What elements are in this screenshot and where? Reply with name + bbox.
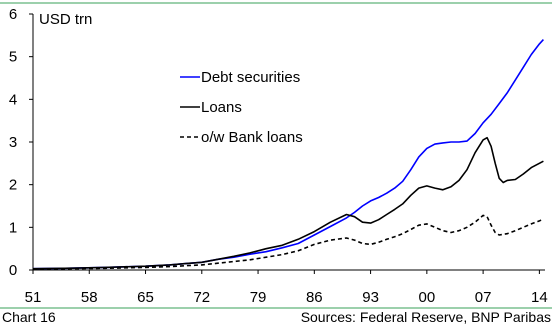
y-tick-label: 3 [9, 134, 17, 151]
chart-sources: Sources: Federal Reserve, BNP Paribas [301, 309, 551, 325]
legend: Debt securities Loans o/w Bank loans [180, 69, 303, 146]
legend-label-0: Debt securities [201, 69, 300, 86]
y-tick-label: 0 [9, 262, 17, 279]
legend-label-2: o/w Bank loans [201, 129, 303, 146]
x-tick-label: 86 [306, 289, 323, 306]
x-tick-label: 14 [531, 289, 548, 306]
y-tick-label: 5 [9, 49, 17, 66]
x-tick-label: 79 [250, 289, 267, 306]
x-tick-label: 93 [362, 289, 379, 306]
legend-label-1: Loans [201, 99, 242, 116]
x-tick-label: 58 [81, 289, 98, 306]
x-tick-label: 07 [475, 289, 492, 306]
axes: 0 1 2 3 4 5 6 51 58 65 72 79 86 93 00 07 14 [9, 6, 548, 306]
y-axis-title: USD trn [39, 11, 92, 28]
series-line-1 [32, 136, 544, 270]
series-layer [32, 39, 544, 270]
x-tick-label: 51 [25, 289, 42, 306]
x-tick-label: 65 [137, 289, 154, 306]
series-line-2 [32, 214, 544, 270]
chart-number: Chart 16 [2, 309, 56, 325]
y-tick-label: 4 [9, 91, 17, 108]
x-tick-label: 72 [193, 289, 210, 306]
x-tick-label: 00 [419, 289, 436, 306]
y-tick-label: 1 [9, 219, 17, 236]
y-tick-label: 2 [9, 177, 17, 194]
y-tick-label: 6 [9, 6, 17, 23]
